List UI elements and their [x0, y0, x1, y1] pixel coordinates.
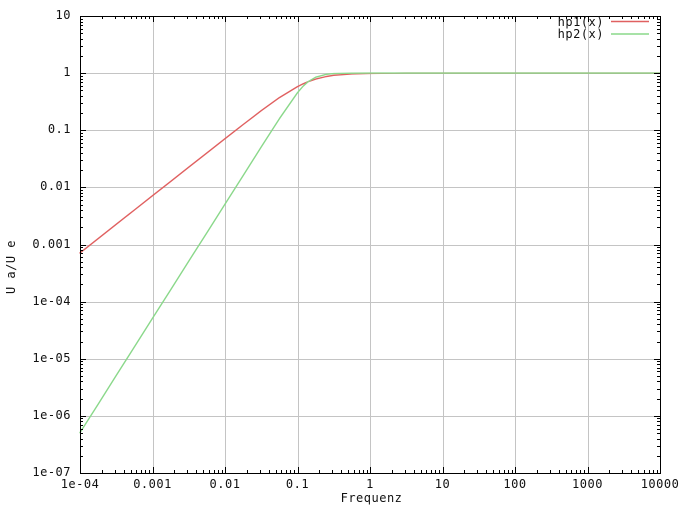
plot-border	[80, 16, 661, 474]
y-axis-tick-label: 1e-05	[32, 350, 71, 365]
legend-label-hp2: hp2(x)	[557, 27, 604, 41]
y-axis-tick-label: 0.01	[40, 179, 71, 194]
x-axis-tick-label: 0.01	[209, 477, 241, 491]
x-axis-title: Frequenz	[340, 491, 403, 505]
x-axis-tick-label: 1000	[572, 477, 603, 491]
x-axis-tick-label: 1	[366, 477, 374, 491]
y-axis-tick-label: 1e-07	[32, 465, 71, 479]
y-axis-tick-label: 0.001	[32, 236, 71, 251]
y-axis-tick-label: 10	[55, 8, 71, 22]
x-axis-tick-label: 0.1	[285, 477, 310, 491]
y-axis-tick-label: 1e-06	[32, 407, 71, 422]
series-line-hp2x	[79, 72, 661, 434]
x-axis-tick-label: 0.001	[133, 477, 172, 491]
x-axis-tick-label: 10	[434, 477, 451, 491]
legend-label-hp1: hp1(x)	[557, 14, 604, 29]
y-axis-tick-label: 0.1	[47, 122, 71, 137]
x-axis-tick-label: 10000	[640, 477, 680, 491]
x-axis-tick-label: 100	[503, 477, 527, 491]
x-axis-tick-label: 1e-04	[60, 477, 100, 491]
y-axis-tick-label: 1	[63, 65, 71, 80]
grid-lines	[80, 16, 661, 474]
y-axis-title: U a/U e	[4, 239, 18, 295]
y-axis-tick-label: 1e-04	[32, 293, 71, 308]
